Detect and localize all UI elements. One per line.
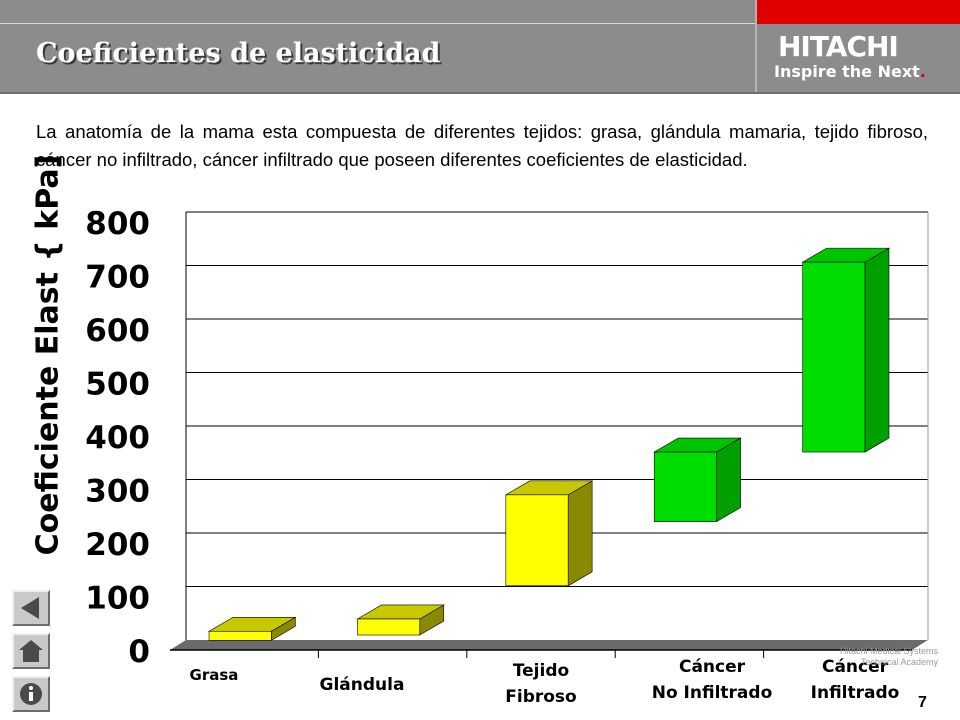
x-category-label: Cáncer — [822, 657, 889, 677]
header-divider-vertical — [755, 0, 757, 92]
left-arrow-icon — [21, 597, 39, 619]
x-category-label: Grasa — [190, 666, 239, 684]
slogan: Inspire the Next. — [774, 62, 926, 81]
hitachi-logo: HITACHI — [778, 30, 899, 63]
brand-red-bar — [757, 0, 960, 24]
y-axis-label: Coeficiente Elast { kPa] — [30, 154, 66, 556]
info-button[interactable] — [12, 676, 50, 712]
bar-side — [864, 247, 890, 453]
y-tick-label: 300 — [85, 474, 150, 510]
info-icon — [20, 683, 42, 705]
x-category-label: Tejido — [513, 661, 569, 681]
bar — [802, 261, 866, 453]
x-category-label: Cáncer — [679, 657, 746, 677]
slogan-text: Inspire the Next — [774, 62, 920, 81]
x-category-label: Glándula — [320, 675, 405, 695]
page-number: 7 — [918, 694, 927, 711]
academy-line-2: Technical Academy — [860, 657, 938, 667]
bar — [208, 630, 272, 641]
bar-side — [567, 480, 593, 587]
header-bottom-line — [0, 92, 960, 94]
home-button[interactable] — [12, 633, 50, 669]
logo-box — [757, 24, 960, 92]
academy-line-1: Hitachi Medical Systems — [839, 646, 938, 656]
x-category-label: No Infiltrado — [652, 683, 773, 703]
page-title: Coeficientes de elasticidad — [36, 38, 441, 69]
y-tick-label: 100 — [85, 581, 150, 617]
home-icon — [19, 640, 43, 662]
prev-slide-button[interactable] — [12, 590, 50, 626]
bar — [505, 494, 569, 587]
y-tick-label: 500 — [85, 367, 150, 403]
y-tick-label: 200 — [85, 527, 150, 563]
chart-floor — [170, 640, 928, 650]
bar — [653, 451, 717, 522]
academy-watermark: Hitachi Medical Systems Technical Academy — [808, 646, 938, 668]
y-tick-label: 600 — [85, 313, 150, 349]
y-tick-label: 0 — [128, 634, 150, 670]
y-tick-label: 700 — [85, 260, 150, 296]
slogan-dot: . — [919, 62, 926, 81]
x-category-label: Fibroso — [505, 687, 576, 707]
y-tick-label: 800 — [85, 206, 150, 242]
y-tick-label: 400 — [85, 420, 150, 456]
bar-side — [716, 437, 741, 523]
intro-paragraph: La anatomía de la mama esta compuesta de… — [36, 121, 928, 170]
bar — [357, 618, 421, 636]
header-divider — [0, 23, 755, 24]
x-category-label: Infiltrado — [811, 683, 900, 703]
